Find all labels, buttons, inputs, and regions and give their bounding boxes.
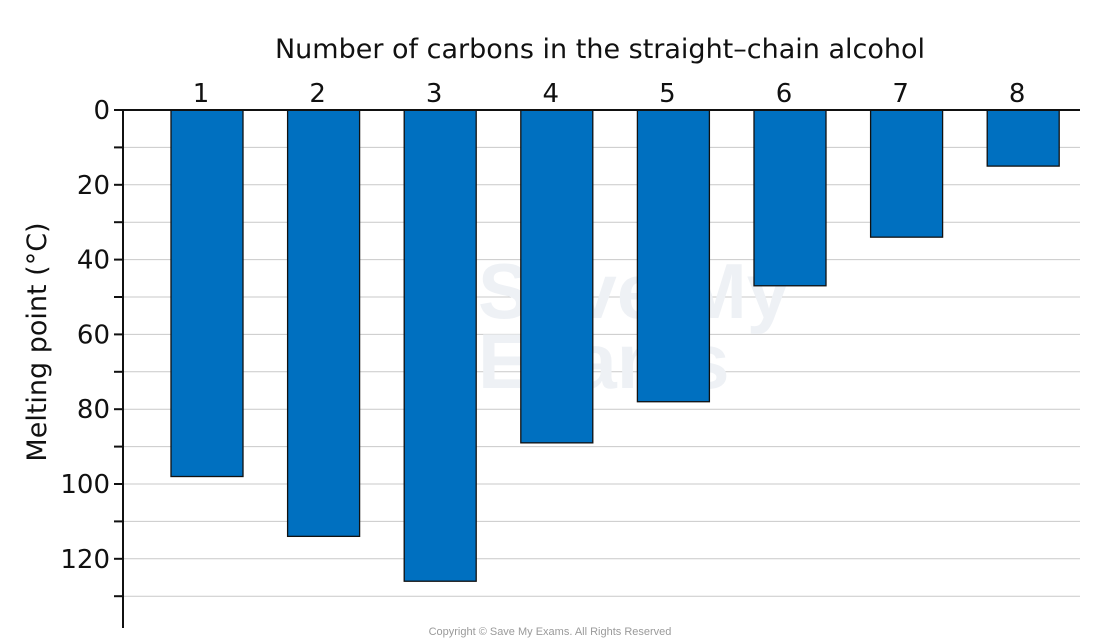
y-tick-label: 60 <box>77 320 110 350</box>
y-tick-label: 20 <box>77 171 110 201</box>
y-tick-label: 40 <box>77 246 110 276</box>
bar-4 <box>520 109 594 444</box>
x-tick-labels: 1 2 3 4 5 6 7 8 <box>193 79 1026 109</box>
y-tick-labels: 0 20 40 60 80 100 120 <box>60 96 110 575</box>
x-tick-label: 2 <box>309 79 326 109</box>
gridlines <box>123 146 1080 597</box>
axes <box>114 109 1080 628</box>
bar-6 <box>753 109 827 287</box>
bar-2 <box>286 109 361 538</box>
x-tick-label: 7 <box>892 79 909 109</box>
copyright-notice: Copyright © Save My Exams. All Rights Re… <box>429 626 672 638</box>
x-tick-label: 1 <box>193 79 210 109</box>
x-tick-label: 4 <box>543 79 560 109</box>
bar-8 <box>986 109 1060 167</box>
x-tick-label: 3 <box>426 79 443 109</box>
y-tick-label: 120 <box>60 545 110 575</box>
x-tick-label: 6 <box>776 79 793 109</box>
x-axis-title: Number of carbons in the straight–chain … <box>275 34 925 65</box>
y-tick-label: 100 <box>60 470 110 500</box>
y-tick-label: 0 <box>93 96 110 126</box>
x-tick-label: 5 <box>659 79 676 109</box>
bar-1 <box>170 109 244 478</box>
y-tick-label: 80 <box>77 395 110 425</box>
y-axis-title: Melting point (°C) <box>22 222 53 461</box>
bar-3 <box>403 109 477 582</box>
bar-7 <box>869 109 944 238</box>
x-tick-label: 8 <box>1009 79 1026 109</box>
bar-5 <box>636 109 711 403</box>
